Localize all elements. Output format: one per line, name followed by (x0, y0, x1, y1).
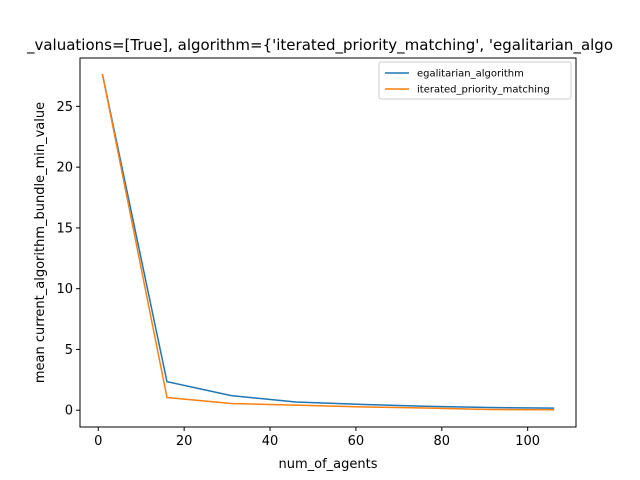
legend-label-1: iterated_priority_matching (417, 85, 550, 96)
chart-title: _valuations=[True], algorithm={'iterated… (26, 36, 613, 55)
plot-lines (101, 73, 555, 411)
x-tick-label: 100 (515, 434, 540, 449)
y-tick-label: 15 (56, 221, 73, 236)
series-line-1 (101, 73, 555, 411)
x-axis-label: num_of_agents (279, 457, 378, 472)
series-line-0 (101, 73, 555, 409)
legend-label-0: egalitarian_algorithm (417, 69, 524, 80)
x-tick-label: 20 (176, 434, 193, 449)
legend: egalitarian_algorithm iterated_priority_m… (378, 61, 572, 100)
y-tick-label: 0 (65, 404, 73, 419)
y-tick-label: 25 (56, 100, 73, 115)
y-axis-label: mean current_algorithm_bundle_min_value (33, 102, 48, 383)
y-tick-label: 5 (65, 343, 73, 358)
y-axis: 0 5 10 15 20 25 (56, 100, 80, 419)
x-tick-label: 40 (262, 434, 279, 449)
x-axis: 0 20 40 60 80 100 (94, 427, 540, 449)
y-tick-label: 10 (56, 282, 73, 297)
plot-frame (79, 57, 577, 428)
y-tick-label: 20 (56, 161, 73, 176)
x-tick-label: 80 (434, 434, 451, 449)
x-tick-label: 60 (348, 434, 365, 449)
legend-box (378, 61, 572, 100)
x-tick-label: 0 (94, 434, 102, 449)
